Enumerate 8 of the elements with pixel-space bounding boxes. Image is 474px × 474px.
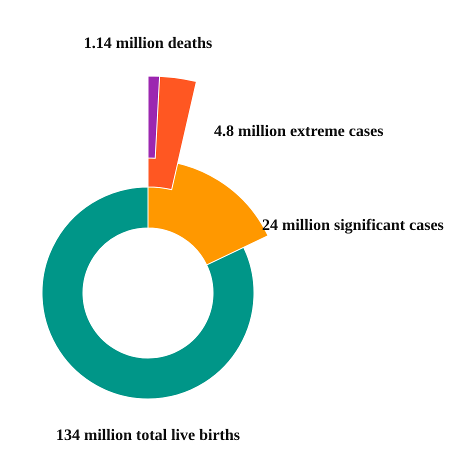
category-label: million total live births	[80, 427, 240, 444]
category-label: million deaths	[112, 35, 212, 52]
data-label: 24	[262, 217, 278, 234]
data-label: 134	[56, 427, 80, 444]
data-label: 1.14	[84, 35, 112, 52]
data-label: 4.8	[214, 123, 234, 140]
category-label: million extreme cases	[234, 123, 384, 140]
category-label: million significant cases	[278, 217, 444, 234]
